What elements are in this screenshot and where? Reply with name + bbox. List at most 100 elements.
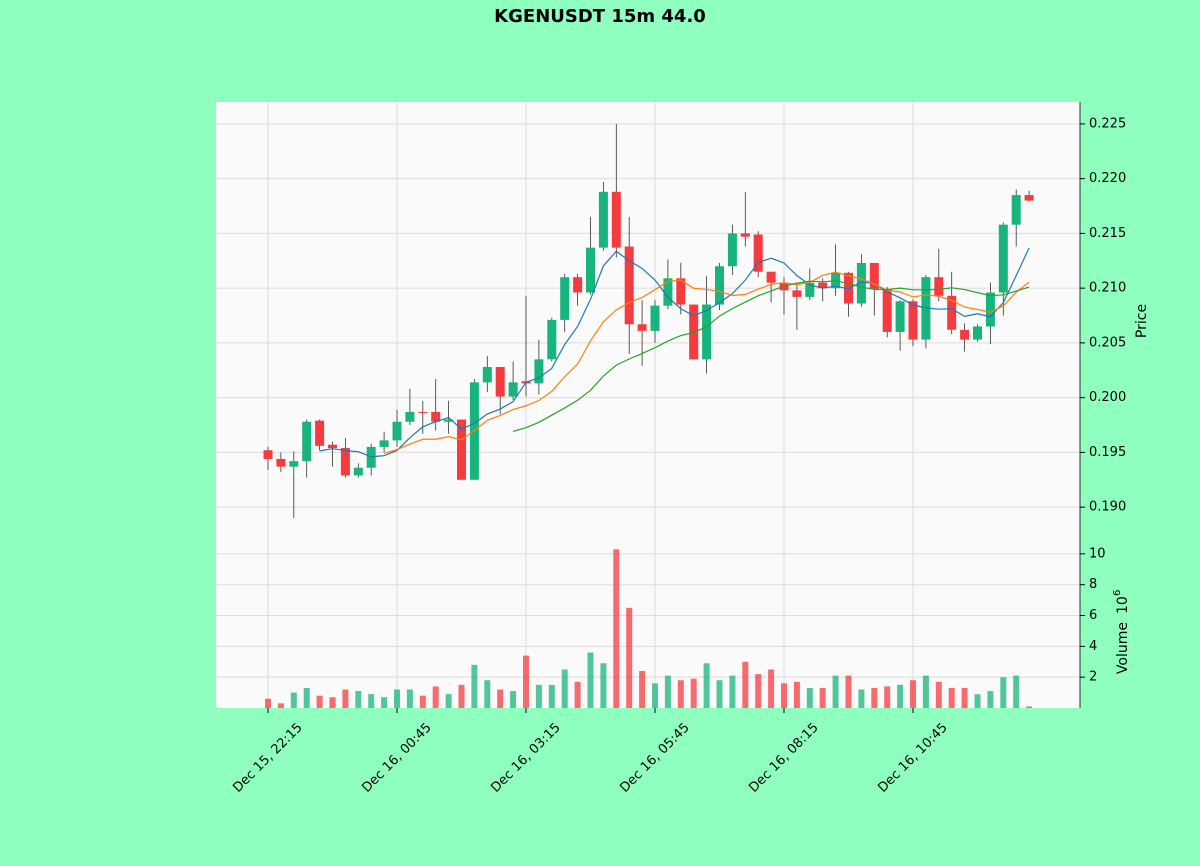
candle-body <box>1024 195 1034 201</box>
candle-body <box>328 444 337 449</box>
candle-body <box>508 382 518 397</box>
x-tick-label: Dec 16, 00:45 <box>359 720 434 795</box>
candle-body <box>598 191 608 248</box>
volume-bar <box>368 694 375 708</box>
volume-bar <box>510 691 517 708</box>
volume-bar <box>394 689 400 708</box>
volume-bar <box>561 669 568 708</box>
x-tick-label: Dec 16, 03:15 <box>488 720 563 795</box>
x-tick-label: Dec 15, 22:15 <box>230 720 305 795</box>
volume-bar <box>845 675 852 708</box>
y-tick-label: 0.220 <box>1089 171 1126 186</box>
volume-bar <box>652 683 658 708</box>
volume-bar <box>355 691 362 708</box>
volume-bar <box>600 663 607 708</box>
volume-bar <box>974 694 981 708</box>
volume-axis-label-group: Volume 10 6 <box>1112 590 1131 674</box>
volume-scale-exponent: 6 <box>1112 590 1123 596</box>
candle-body <box>495 366 505 397</box>
volume-bar <box>729 675 736 708</box>
candle-body <box>482 366 492 383</box>
volume-bar <box>419 695 426 708</box>
candle-body <box>650 305 660 331</box>
candle-body <box>340 448 350 476</box>
candle-body <box>547 319 557 360</box>
volume-bar <box>329 697 336 708</box>
volume-y-tick-label: 10 <box>1089 546 1106 561</box>
volume-bar <box>922 675 929 708</box>
candle-body <box>637 324 647 331</box>
volume-bar <box>910 680 916 708</box>
candle-body <box>985 292 995 327</box>
candle-body <box>934 277 944 296</box>
volume-bar <box>303 687 310 708</box>
x-tick-label: Dec 16, 05:45 <box>617 720 692 795</box>
volume-bar <box>639 671 646 708</box>
volume-bar <box>381 697 388 708</box>
y-axis-label: Price <box>1134 304 1150 338</box>
volume-bar <box>523 655 529 708</box>
volume-bar <box>690 678 697 708</box>
volume-bar <box>265 698 271 708</box>
volume-y-tick-label: 2 <box>1089 670 1097 685</box>
y-tick-label: 0.225 <box>1089 116 1126 131</box>
candle-body <box>431 411 441 422</box>
candle-body <box>405 411 415 422</box>
volume-bar <box>832 675 839 708</box>
candle-body <box>573 277 583 293</box>
volume-bar <box>587 652 594 708</box>
candle-body <box>611 191 621 248</box>
volume-bar <box>781 683 787 708</box>
y-tick-label: 0.200 <box>1089 390 1126 405</box>
candle-body <box>947 295 957 330</box>
volume-bar <box>342 689 349 708</box>
volume-bar <box>613 549 620 708</box>
y-tick-label: 0.215 <box>1089 226 1126 241</box>
volume-bar <box>664 675 671 708</box>
candle-body <box>353 467 363 476</box>
y-tick-label: 0.195 <box>1089 445 1126 460</box>
candle-body <box>586 247 595 293</box>
candle-body <box>973 326 982 340</box>
volume-bar <box>626 607 633 708</box>
volume-scale-base: 10 <box>1115 596 1131 614</box>
candle-body <box>276 458 286 467</box>
candle-body <box>457 419 466 480</box>
y-tick-label: 0.190 <box>1089 500 1126 515</box>
volume-y-tick-label: 8 <box>1089 577 1097 592</box>
candle-body <box>727 233 737 267</box>
volume-bar <box>948 687 955 708</box>
volume-bar <box>445 694 452 708</box>
candle-body <box>766 271 776 283</box>
candle-body <box>444 419 454 422</box>
moving-average-line <box>319 247 1030 458</box>
x-tick-label: Dec 16, 08:15 <box>746 720 821 795</box>
volume-bar <box>703 663 710 708</box>
volume-bar <box>316 695 323 708</box>
candle-body <box>289 461 299 467</box>
candle-body <box>534 359 544 384</box>
candle-body <box>1011 195 1021 225</box>
volume-bar <box>1000 677 1007 708</box>
candle-body <box>315 420 325 446</box>
candle-body <box>663 278 673 306</box>
volume-bar <box>819 687 826 708</box>
candle-body <box>805 282 815 297</box>
candle-body <box>624 246 634 325</box>
candle-body <box>908 301 918 340</box>
volume-bar <box>277 703 284 708</box>
volume-bar <box>290 692 297 708</box>
candle-body <box>302 421 312 462</box>
volume-bar <box>987 691 994 708</box>
volume-bar <box>858 689 865 708</box>
y-tick-label: 0.205 <box>1089 335 1126 350</box>
volume-bar <box>548 684 555 708</box>
volume-bar <box>1013 675 1020 708</box>
volume-bar <box>1026 706 1033 708</box>
volume-axis-label: Volume <box>1115 622 1131 674</box>
candle-body <box>895 301 905 332</box>
volume-bar <box>935 681 942 708</box>
candle-body <box>676 278 686 305</box>
volume-bar <box>806 687 813 708</box>
